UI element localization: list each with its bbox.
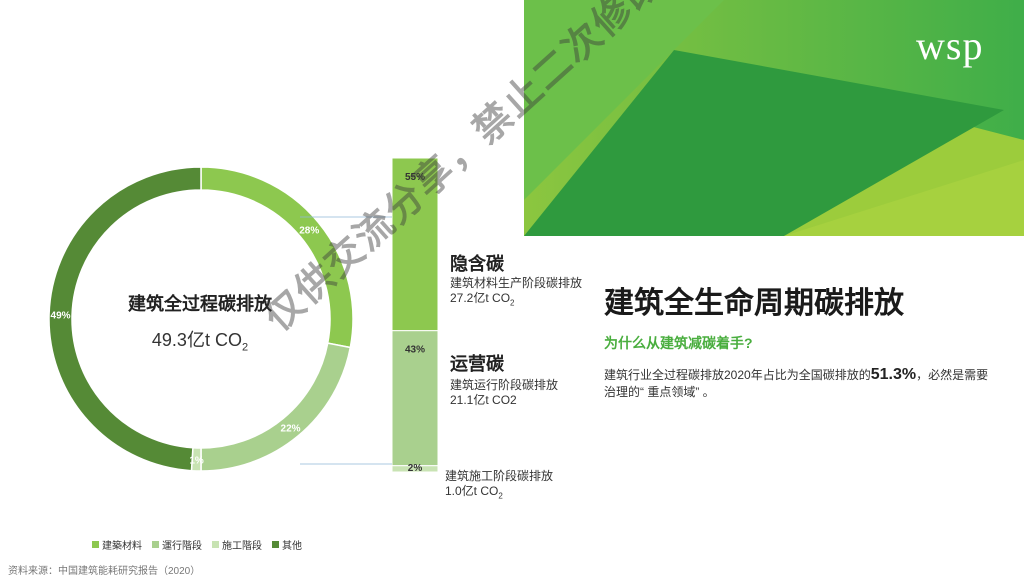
operational-carbon-title: 运营碳 <box>450 354 504 374</box>
donut-chart: 28% 22% 1% 49% <box>48 166 354 472</box>
donut-data-label-1: 28% <box>299 225 319 236</box>
stacked-bar-chart: 55% 43% 2% <box>392 158 438 472</box>
banner-shape-bottom <box>524 160 1024 236</box>
connector-lines <box>300 216 392 465</box>
chart-legend: 建築材料 運行階段 施工階段 其他 <box>92 537 302 552</box>
legend-swatch <box>212 541 219 548</box>
bar-segment-2 <box>392 330 438 467</box>
construction-carbon-desc: 建筑施工阶段碳排放 1.0亿t CO2 <box>445 469 554 501</box>
bar-data-label-2: 43% <box>405 345 425 356</box>
legend-swatch <box>152 541 159 548</box>
highlight-percent: 51.3% <box>870 366 917 383</box>
donut-center-value: 49.3亿t CO2 <box>151 330 249 354</box>
legend-item-other: 其他 <box>272 537 302 552</box>
donut-data-label-2: 22% <box>281 423 301 434</box>
donut-data-label-4: 49% <box>51 311 71 322</box>
donut-data-label-3: 1% <box>189 455 204 466</box>
page-subtitle: 为什么从建筑减碳着手? <box>604 335 753 351</box>
legend-item-construction: 施工階段 <box>212 537 262 552</box>
page-title: 建筑全生命周期碳排放 <box>604 287 904 320</box>
donut-center-title: 建筑全过程碳排放 <box>128 294 272 314</box>
wsp-logo: wsp <box>916 23 984 68</box>
source-note: 资料来源：中国建筑能耗研究报告（2020） <box>8 566 201 577</box>
operational-carbon-desc: 建筑运行阶段碳排放 21.1亿t CO2 <box>450 378 559 407</box>
bar-segment-3 <box>392 465 438 472</box>
legend-item-operation: 運行階段 <box>152 537 202 552</box>
body-paragraph: 建筑行业全过程碳排放2020年占比为全国碳排放的51.3%，必然是需要治理的“ … <box>604 366 989 399</box>
bar-data-label-1: 55% <box>405 172 425 183</box>
legend-swatch <box>92 541 99 548</box>
header-banner <box>524 0 1024 236</box>
embodied-carbon-title: 隐含碳 <box>450 254 504 274</box>
embodied-carbon-desc: 建筑材料生产阶段碳排放 27.2亿t CO2 <box>450 276 583 308</box>
donut-slice-4 <box>48 166 202 472</box>
legend-item-materials: 建築材料 <box>92 537 142 552</box>
banner-shape-dark <box>524 50 1004 236</box>
bar-data-label-3: 2% <box>408 463 423 472</box>
legend-swatch <box>272 541 279 548</box>
